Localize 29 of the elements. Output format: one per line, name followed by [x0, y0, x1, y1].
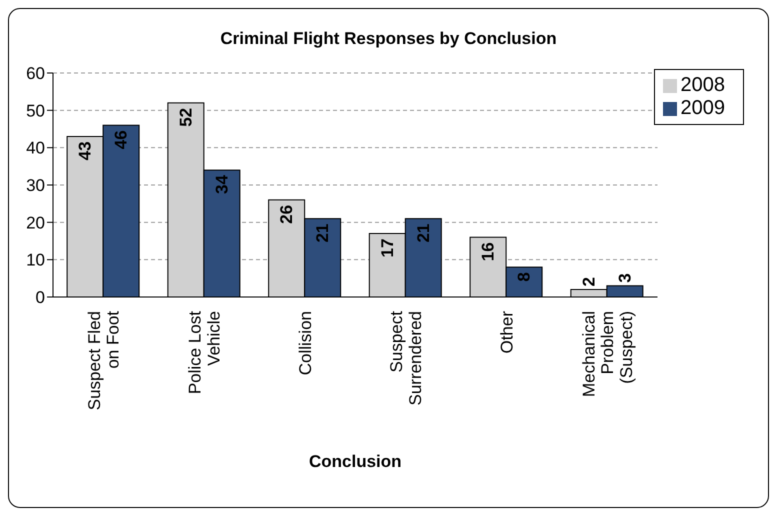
chart-title: Criminal Flight Responses by Conclusion — [219, 29, 558, 49]
x-tick-label: Collision — [296, 311, 315, 376]
y-tick-label: 60 — [26, 64, 45, 84]
x-tick-label: Police Lost Vehicle — [186, 310, 224, 394]
data-label: 3 — [615, 273, 634, 283]
x-tick-label: Mechanical Problem (Suspect) — [579, 311, 636, 397]
data-label: 17 — [378, 238, 397, 258]
legend-label: 2008 — [680, 74, 725, 96]
y-tick-label: 10 — [26, 250, 45, 270]
data-label: 21 — [414, 224, 433, 243]
data-label: 52 — [176, 108, 196, 127]
data-label: 16 — [478, 242, 498, 262]
y-tick-label: 30 — [26, 176, 45, 196]
x-tick-label: Suspect Fled on Foot — [84, 310, 123, 410]
data-label: 8 — [514, 272, 534, 282]
data-label: 43 — [76, 141, 95, 160]
data-label: 2 — [579, 277, 598, 287]
x-tick-label: Suspect Surrendered — [387, 310, 425, 406]
data-label: 34 — [212, 174, 232, 194]
x-tick-label: Other — [497, 310, 516, 354]
data-label: 21 — [313, 224, 332, 243]
y-tick-label: 20 — [26, 213, 45, 232]
data-label: 26 — [277, 204, 296, 224]
y-tick-label: 0 — [36, 288, 45, 308]
legend-label: 2009 — [680, 97, 725, 119]
y-tick-label: 40 — [26, 138, 45, 158]
data-label: 46 — [112, 130, 131, 150]
y-tick-label: 50 — [26, 101, 45, 120]
x-axis-title: Conclusion — [308, 452, 402, 471]
